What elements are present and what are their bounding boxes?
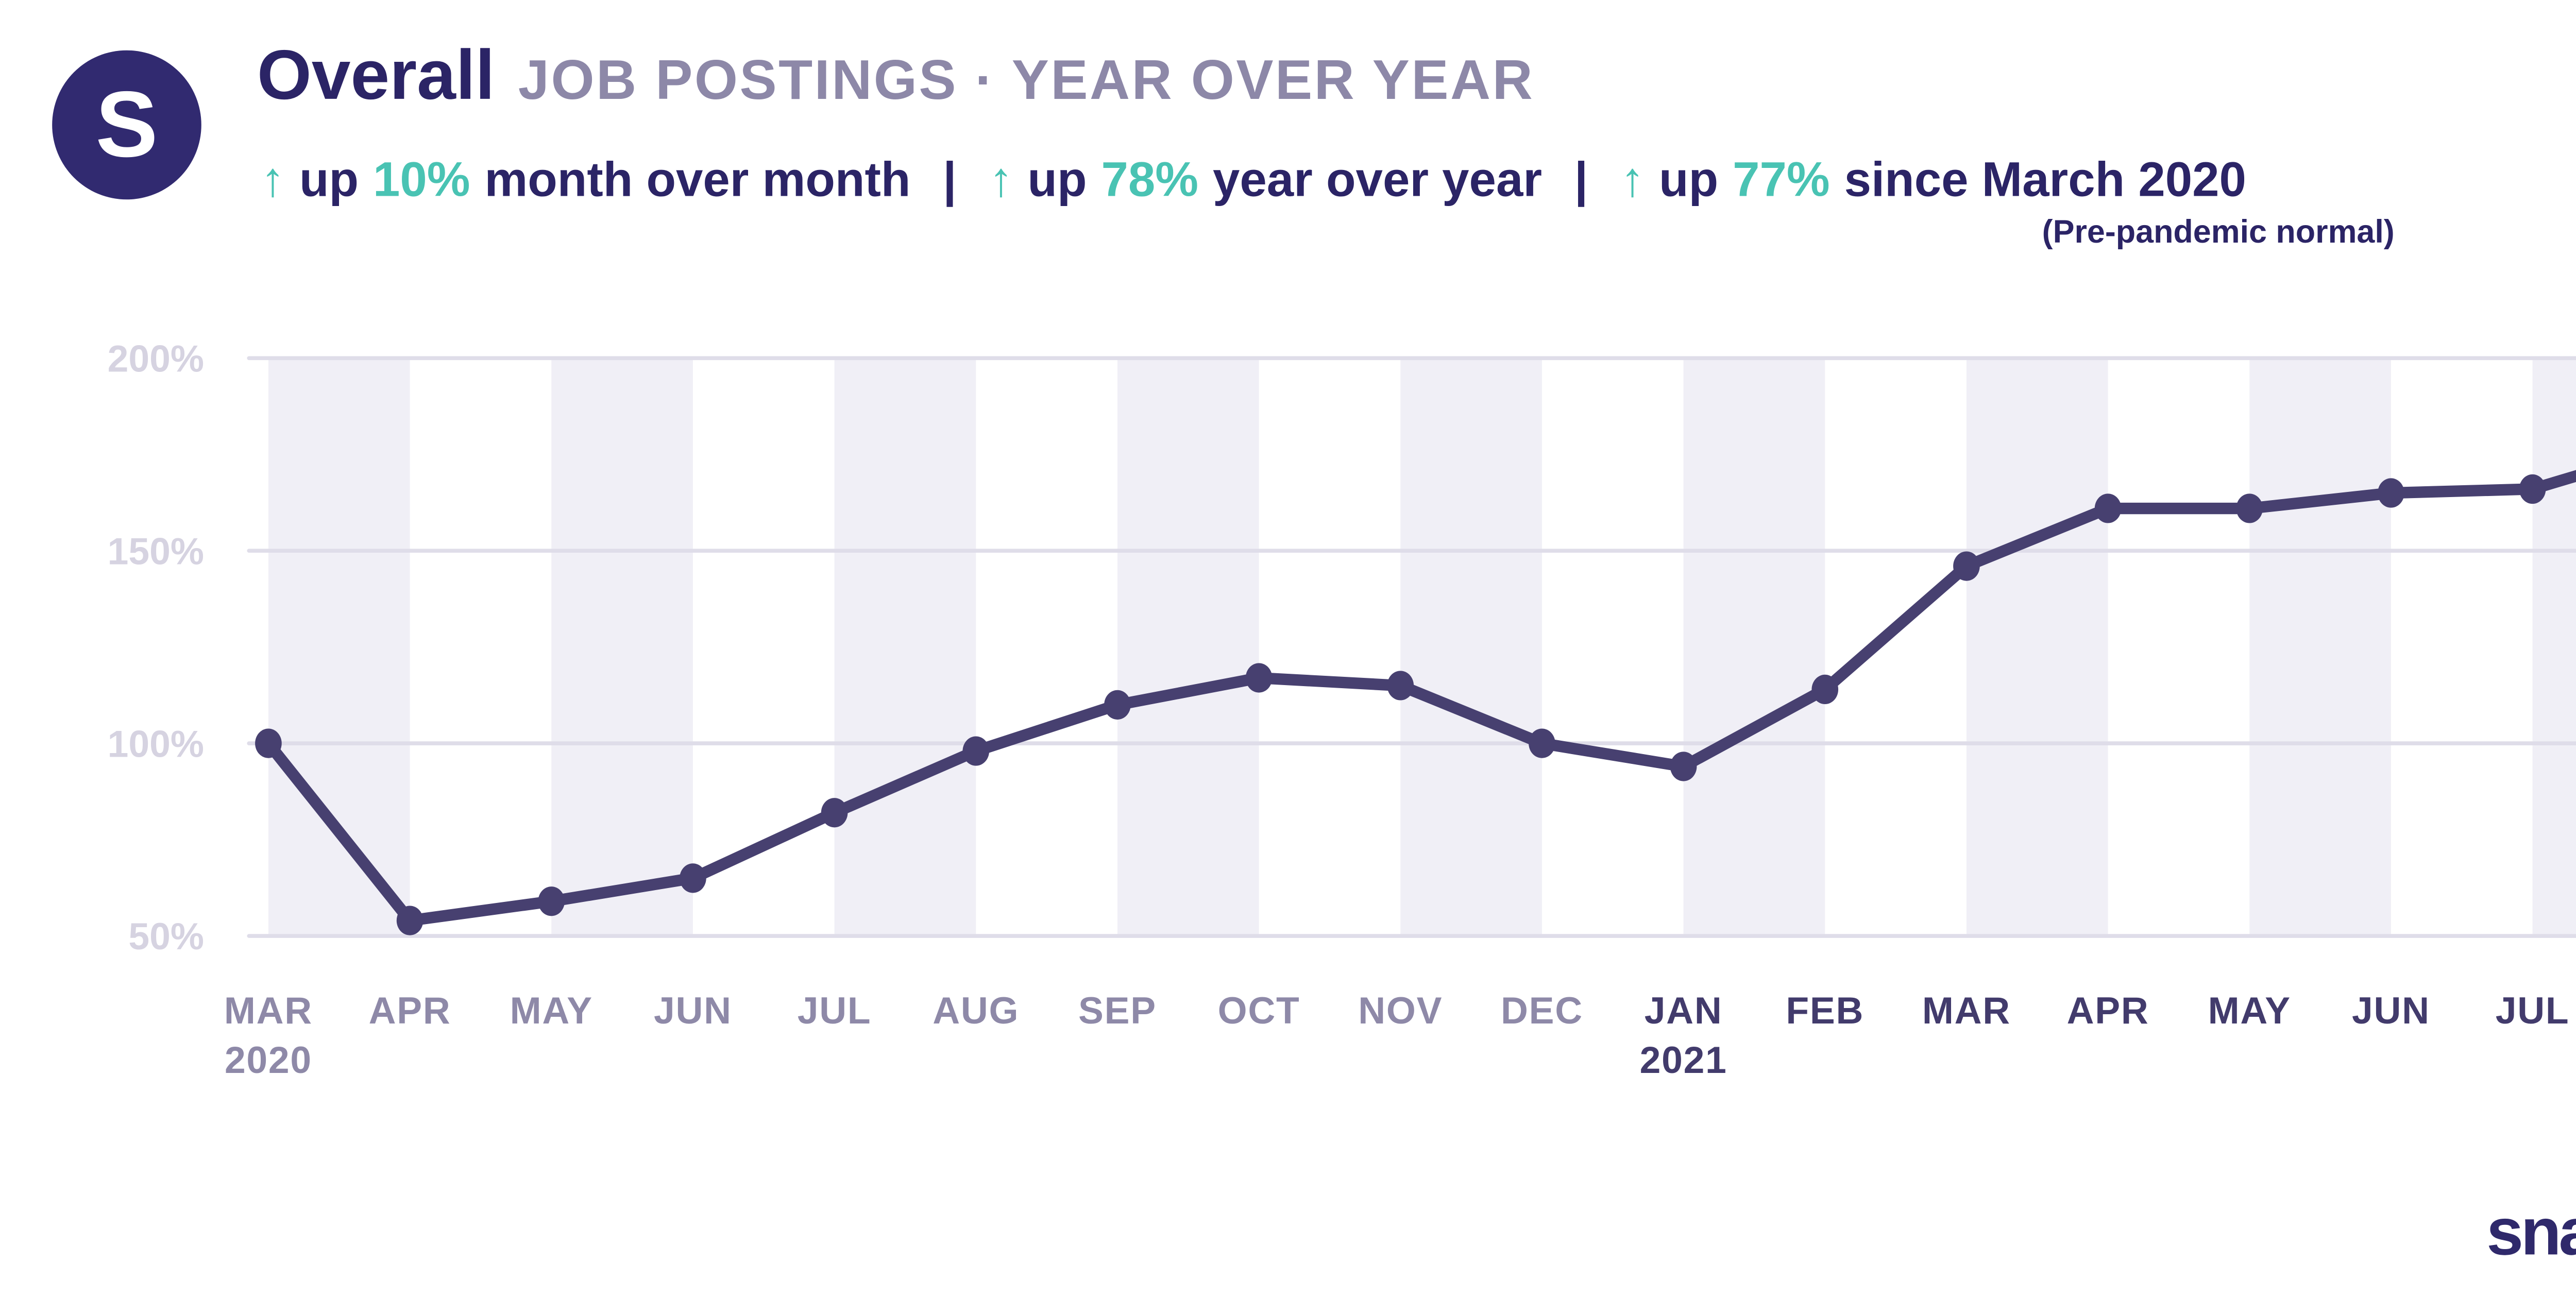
stat-separator: | bbox=[943, 152, 957, 207]
year-label-2020: 2020 bbox=[225, 1039, 312, 1081]
x-tick-label: APR bbox=[2067, 989, 2149, 1032]
month-band bbox=[834, 358, 976, 936]
x-tick-label: MAR bbox=[1922, 989, 2011, 1032]
data-point-oct-7 bbox=[1245, 663, 1273, 693]
x-tick-label: MAY bbox=[510, 989, 593, 1032]
month-band bbox=[2249, 358, 2391, 936]
up-arrow-icon: ↑ bbox=[260, 152, 285, 207]
x-tick-label: APR bbox=[369, 989, 451, 1032]
up-arrow-icon: ↑ bbox=[989, 152, 1013, 207]
stat-prefix: up bbox=[1027, 152, 1087, 207]
up-arrow-icon: ↑ bbox=[1620, 152, 1645, 207]
month-band bbox=[1683, 358, 1825, 936]
data-point-may-2 bbox=[538, 886, 565, 916]
x-tick-label: MAR bbox=[224, 989, 313, 1032]
stat-separator: | bbox=[1574, 152, 1588, 207]
data-point-mar-12 bbox=[1953, 551, 1980, 581]
y-tick-label: 50% bbox=[128, 915, 204, 958]
y-tick-label: 100% bbox=[108, 723, 204, 765]
x-tick-label: JUN bbox=[654, 989, 732, 1032]
data-point-may-14 bbox=[2236, 493, 2263, 523]
x-tick-label: NOV bbox=[1358, 989, 1443, 1032]
stat-value: 77% bbox=[1733, 152, 1830, 207]
x-tick-label: AUG bbox=[933, 989, 1019, 1032]
stat-value: 10% bbox=[373, 152, 470, 207]
page-title: Overall bbox=[257, 38, 495, 115]
x-tick-label: JUL bbox=[2496, 989, 2570, 1032]
snagajob-logo-badge: S bbox=[52, 50, 201, 200]
data-point-apr-1 bbox=[396, 906, 423, 935]
x-tick-label: OCT bbox=[1218, 989, 1300, 1032]
brand-text: snagajob bbox=[2486, 1195, 2576, 1269]
stat-prefix: up bbox=[299, 152, 359, 207]
month-band bbox=[268, 358, 410, 936]
data-point-nov-8 bbox=[1387, 671, 1414, 701]
x-tick-label: MAY bbox=[2208, 989, 2291, 1032]
stat-since-march-2020: ↑ up 77% since March 2020 bbox=[1620, 153, 2246, 209]
y-tick-label: 200% bbox=[108, 337, 204, 380]
data-point-jun-3 bbox=[680, 863, 706, 893]
data-point-aug-5 bbox=[962, 736, 990, 766]
page-subtitle: JOB POSTINGS · YEAR OVER YEAR bbox=[518, 48, 1535, 112]
x-tick-label: JUN bbox=[2352, 989, 2430, 1032]
stat-month-over-month: ↑ up 10% month over month bbox=[261, 153, 910, 209]
stat-value: 78% bbox=[1101, 152, 1199, 207]
stat-prefix: up bbox=[1659, 152, 1719, 207]
title-row: Overall JOB POSTINGS · YEAR OVER YEAR bbox=[257, 38, 1534, 117]
data-point-feb-11 bbox=[1811, 674, 1839, 705]
stat-suffix: year over year bbox=[1212, 152, 1543, 207]
x-tick-label: SEP bbox=[1078, 989, 1157, 1032]
month-band bbox=[551, 358, 693, 936]
x-tick-label: JUL bbox=[798, 989, 872, 1032]
data-point-dec-9 bbox=[1529, 728, 1555, 758]
data-point-jul-4 bbox=[821, 798, 848, 828]
stat-suffix: since March 2020 bbox=[1844, 152, 2246, 207]
x-tick-label: JAN bbox=[1645, 989, 1723, 1032]
month-band bbox=[1400, 358, 1542, 936]
month-band bbox=[1966, 358, 2108, 936]
x-tick-label: DEC bbox=[1501, 989, 1583, 1032]
data-point-sep-6 bbox=[1104, 690, 1131, 720]
month-band bbox=[1117, 358, 1259, 936]
data-point-jul-16 bbox=[2519, 474, 2546, 504]
logo-letter-icon: S bbox=[95, 73, 158, 177]
data-point-mar-0 bbox=[255, 728, 282, 758]
data-point-jan-10 bbox=[1670, 752, 1697, 781]
stats-row: ↑ up 10% month over month | ↑ up 78% yea… bbox=[261, 153, 2246, 209]
x-tick-label: FEB bbox=[1786, 989, 1864, 1032]
stat-suffix: month over month bbox=[484, 152, 911, 207]
data-point-apr-13 bbox=[2094, 493, 2122, 523]
pre-pandemic-note: (Pre-pandemic normal) bbox=[2042, 214, 2395, 250]
y-tick-label: 150% bbox=[108, 530, 204, 572]
data-line bbox=[262, 470, 2576, 927]
stat-year-over-year: ↑ up 78% year over year bbox=[989, 153, 1542, 209]
month-band bbox=[2532, 358, 2576, 936]
data-point-jun-15 bbox=[2378, 478, 2404, 508]
year-label-2021: 2021 bbox=[1640, 1039, 1727, 1081]
snagajob-wordmark: snagajob® bbox=[2486, 1195, 2576, 1271]
